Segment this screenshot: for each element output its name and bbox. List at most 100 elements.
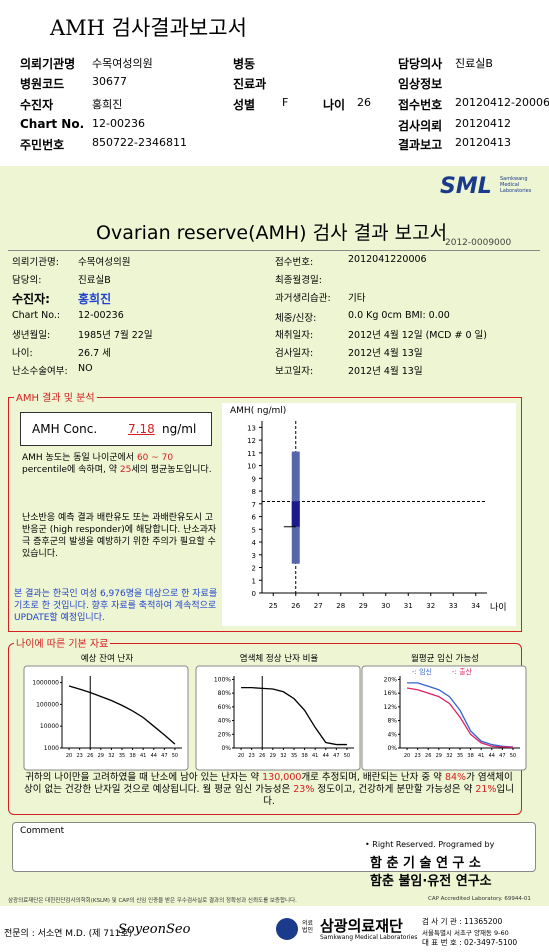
x-tick-label: 38 <box>467 753 473 759</box>
y-tick-label: 16% <box>384 690 398 697</box>
series-line <box>68 685 176 745</box>
chart-title: 예상 잔여 난자 <box>81 653 134 664</box>
y-tick-label: 7 <box>252 501 256 509</box>
box-iqr <box>291 501 300 527</box>
info-label: 주민번호 <box>20 138 65 152</box>
x-tick-label: 29 <box>98 753 104 759</box>
org-en: Samkwang Medical Laboratories <box>320 934 418 941</box>
report-no: 2012-0009000 <box>445 238 512 248</box>
doctor: 전문의 : 서소연 M.D. (제 711호) <box>4 929 133 939</box>
basic-chart: 염색체 정상 난자 비율 0% 20% 40% 60% 80% 100% 20 23 26 29 32… <box>195 653 361 771</box>
y-tick-label: 0% <box>387 745 397 752</box>
field-value: 수목여성의원 <box>78 257 131 268</box>
series-line <box>406 687 513 748</box>
y-tick-label: 100000 <box>36 701 59 708</box>
frame <box>195 665 361 771</box>
x-tick-label: 29 <box>359 602 368 610</box>
y-tick-label: 80% <box>218 690 232 697</box>
x-tick-label: 50 <box>344 753 350 759</box>
y-tick-label: 12% <box>384 704 398 711</box>
report: SML Samkwang Medical Laboratories Ovaria… <box>0 166 549 952</box>
field-value: 2012년 4월 12일 (MCD # 0 일) <box>348 330 487 341</box>
basic-chart: 월평균 임신 가능성 -: 임신 -: 출산 0% 4% 8% 12% 16% 20% 20 23 2… <box>361 653 527 771</box>
x-tick-label: 25 <box>269 602 278 610</box>
info-label: 병원코드 <box>20 77 65 91</box>
x-tick-label: 30 <box>381 602 390 610</box>
text-part: 입니다. <box>263 784 514 807</box>
field-label: 의뢰기관명: <box>12 257 59 268</box>
basic-chart: 예상 잔여 난자 1000 10000 100000 1000000 20 23 26 29 32… <box>23 653 189 771</box>
org-prefix: 의료법인 <box>302 920 314 934</box>
logo-sub: Samkwang Medical Laboratories <box>500 176 532 194</box>
y-axis-title: AMH( ng/ml) <box>230 406 286 416</box>
field-label: 수진자: <box>12 292 50 306</box>
amh-note: 본 결과는 한국인 여성 6,976명을 대상으로 한 자료를 기초로 한 것입… <box>14 589 218 623</box>
text-part: 정도이고, 건강하게 분만할 가능성은 약 <box>314 784 476 795</box>
field-value: 1985년 7월 22일 <box>78 330 153 341</box>
info-label: 병동 <box>233 57 256 71</box>
frame <box>23 665 189 771</box>
address: 서울특별시 서초구 양재동 9-60 <box>422 929 509 937</box>
x-tick-label: 26 <box>291 602 300 610</box>
text-part: 23% <box>293 784 315 795</box>
field-value: 2012년 4월 13일 <box>348 366 423 377</box>
info-value: 20120412-20006 <box>455 96 549 109</box>
y-tick-label: 12 <box>247 437 256 445</box>
field-value: 기타 <box>348 293 366 304</box>
footer-cap: CAP Accredited Laboratory. 69944-01 <box>428 896 531 902</box>
lab-code: 검 사 기 관 : 11365200 <box>422 917 503 926</box>
info-value: 20120412 <box>455 117 511 130</box>
y-tick-label: 0 <box>252 590 256 598</box>
field-value: 26.7 세 <box>78 348 111 359</box>
amh-para: 난소반응 예측 결과 배란유도 또는 과배란유도시 고반응군 (high res… <box>22 513 217 559</box>
series-line <box>407 682 513 748</box>
y-tick-label: 5 <box>252 526 256 534</box>
org: 삼광의료재단 <box>320 917 403 935</box>
info-value: F <box>282 96 289 109</box>
credit: • Right Reserved. Programed by <box>365 840 495 849</box>
phone: 대 표 번 호 : 02-3497-5100 <box>422 938 518 947</box>
field-value: NO <box>78 363 93 374</box>
basic-heading: 나이에 따른 기본 자료 <box>14 635 111 650</box>
y-tick-label: 100% <box>214 676 231 683</box>
field-value: 2012041220006 <box>348 254 427 265</box>
field-label: 채취일자: <box>275 330 314 341</box>
chart-title: 월평균 임신 가능성 <box>411 653 479 664</box>
text-part: 84% <box>444 772 467 783</box>
x-tick-label: 41 <box>478 753 484 759</box>
amh-para: AMH 농도는 동일 나이군에서 60 ~ 70 percentile에 속하며… <box>22 452 217 476</box>
y-tick-label: 1000000 <box>32 680 59 687</box>
info-label: 성별 <box>233 98 256 112</box>
footer-band <box>0 906 549 952</box>
title: AMH 검사결과보고서 <box>50 16 247 40</box>
x-tick-label: 20 <box>238 753 244 759</box>
x-tick-label: 35 <box>119 753 125 759</box>
x-tick-label: 38 <box>129 753 135 759</box>
y-tick-label: 0% <box>221 745 231 752</box>
y-tick-label: 20% <box>218 731 232 738</box>
field-label: 난소수술여부: <box>12 366 68 377</box>
x-tick-label: 41 <box>312 753 318 759</box>
footer-note: 삼광의료재단은 대한진단검사의학회(KSLM) 및 CAP의 신임 인증을 받은… <box>8 898 297 904</box>
info-label: 접수번호 <box>398 98 443 112</box>
info-label: 수진자 <box>20 98 54 112</box>
field-label: 생년월일: <box>12 330 51 341</box>
conc-label: AMH Conc. <box>32 422 98 436</box>
field-value: 2012년 4월 13일 <box>348 348 423 359</box>
text-part: 개로 추정되며, 배란되는 난자 중 약 <box>301 772 445 783</box>
text-part: 130,000 <box>262 772 302 783</box>
info-label: 의뢰기관명 <box>20 57 76 71</box>
info-value: 수목여성의원 <box>92 57 153 70</box>
text-part: AMH 농도는 동일 나이군에서 <box>22 453 137 463</box>
x-tick-label: 32 <box>280 753 286 759</box>
x-tick-label: 41 <box>140 753 146 759</box>
info-label: Chart No. <box>20 117 85 131</box>
x-tick-label: 26 <box>259 753 265 759</box>
y-tick-label: 4 <box>252 539 257 547</box>
y-tick-label: 1000 <box>44 745 59 752</box>
field-value: 진료실B <box>78 275 111 286</box>
field-label: 과거생리습관: <box>275 293 331 304</box>
x-tick-label: 34 <box>471 602 480 610</box>
